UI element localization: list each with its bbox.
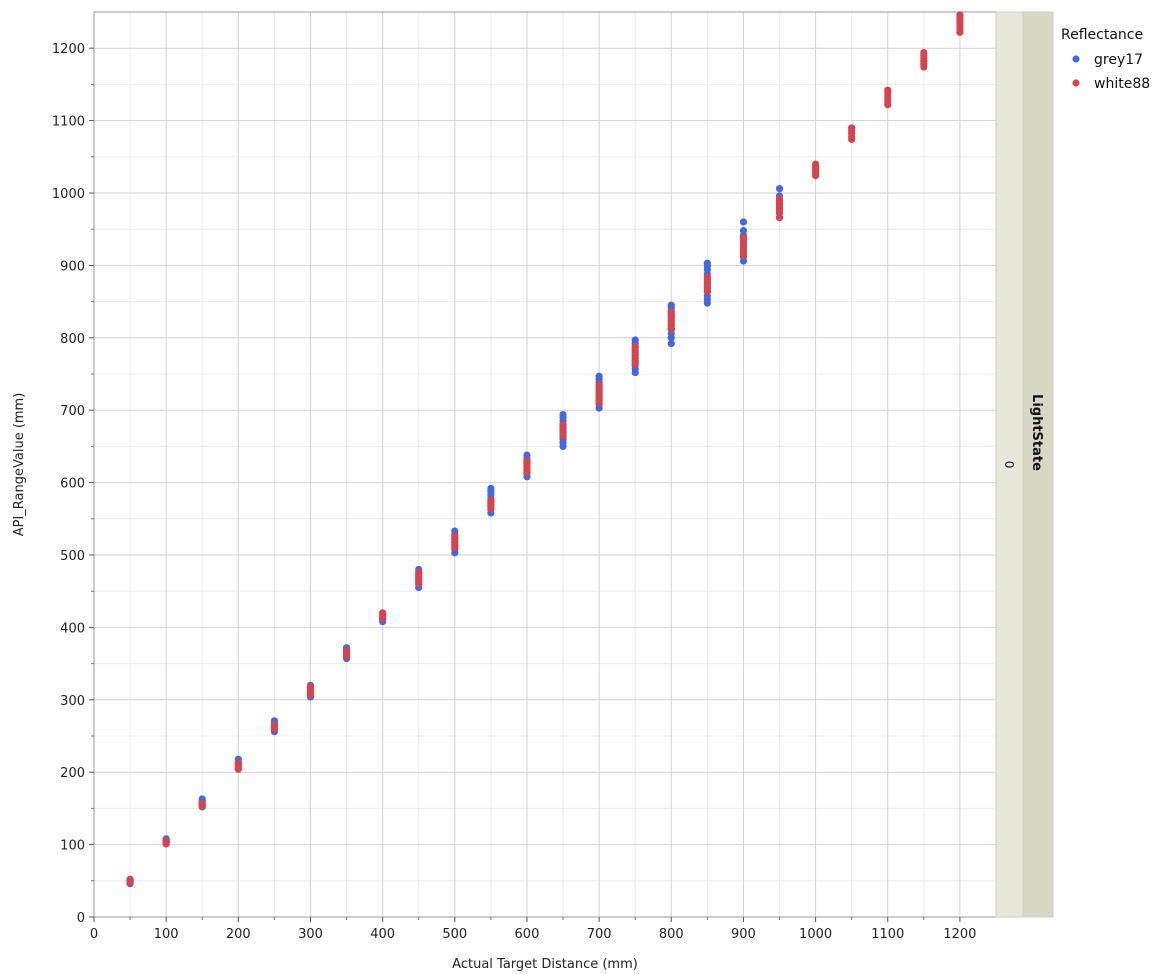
grey17-point bbox=[559, 410, 567, 419]
y-tick-label: 700 bbox=[60, 404, 85, 419]
grey17-point bbox=[739, 218, 748, 226]
white88-point bbox=[126, 875, 134, 883]
grey17-point bbox=[667, 339, 675, 348]
x-tick-label: 200 bbox=[226, 927, 251, 942]
y-tick-label: 300 bbox=[60, 694, 85, 709]
minor-gridlines bbox=[94, 12, 996, 917]
plot-frame bbox=[93, 11, 997, 918]
panel-label: LightState bbox=[1029, 394, 1044, 471]
white88-point bbox=[739, 234, 748, 242]
grey17-point bbox=[451, 527, 459, 535]
grey17-point bbox=[703, 259, 711, 267]
white88-point bbox=[920, 48, 928, 57]
x-tick-label: 100 bbox=[154, 927, 179, 942]
white88-point bbox=[270, 721, 278, 729]
white88-point bbox=[667, 308, 675, 316]
lightstate-panel: 0 LightState bbox=[995, 11, 1054, 918]
white88-point bbox=[415, 568, 423, 576]
y-tick-label: 800 bbox=[60, 332, 85, 347]
series-white88 bbox=[126, 11, 964, 886]
white88-point bbox=[848, 124, 856, 132]
y-tick-label: 200 bbox=[60, 766, 85, 781]
legend-marker-white88 bbox=[1072, 79, 1080, 87]
grey17-point bbox=[667, 301, 675, 309]
panel-value-strip bbox=[995, 11, 1024, 918]
x-axis-title: Actual Target Distance (mm) bbox=[452, 957, 638, 972]
x-axis-ticks: 0 100 200 300 400 500 600 700 800 900 1000 1100 1200 bbox=[90, 917, 976, 942]
x-tick-label: 400 bbox=[370, 927, 395, 942]
grey17-point bbox=[739, 227, 748, 235]
panel-label-strip bbox=[1022, 11, 1054, 918]
white88-point bbox=[162, 837, 170, 845]
y-tick-label: 1100 bbox=[52, 115, 85, 130]
white88-point bbox=[775, 195, 784, 203]
x-tick-label: 800 bbox=[659, 927, 684, 942]
grey17-point bbox=[631, 336, 639, 344]
y-tick-label: 1000 bbox=[52, 187, 85, 202]
y-tick-label: 500 bbox=[60, 549, 85, 564]
x-tick-label: 600 bbox=[515, 927, 540, 942]
y-tick-label: 100 bbox=[60, 839, 85, 854]
x-tick-label: 1100 bbox=[871, 927, 904, 942]
white88-point bbox=[884, 86, 892, 94]
legend-label-white88: white88 bbox=[1094, 76, 1150, 92]
white88-point bbox=[234, 759, 242, 767]
legend-marker-grey17 bbox=[1072, 55, 1080, 63]
major-gridlines bbox=[94, 12, 996, 917]
grey17-point bbox=[775, 185, 784, 193]
x-tick-label: 900 bbox=[731, 927, 756, 942]
x-tick-label: 1000 bbox=[799, 927, 832, 942]
white88-point bbox=[198, 799, 206, 807]
white88-point bbox=[595, 381, 603, 389]
panel-value: 0 bbox=[1002, 461, 1016, 469]
legend-title: Reflectance bbox=[1061, 27, 1143, 43]
y-tick-label: 0 bbox=[77, 911, 85, 926]
white88-point bbox=[379, 609, 387, 617]
white88-point bbox=[306, 683, 315, 691]
y-tick-label: 600 bbox=[60, 477, 85, 492]
white88-point bbox=[631, 342, 639, 351]
white88-point bbox=[956, 11, 964, 19]
legend-label-grey17: grey17 bbox=[1094, 52, 1143, 68]
white88-point bbox=[812, 160, 820, 168]
x-tick-label: 1200 bbox=[943, 927, 976, 942]
white88-point bbox=[342, 646, 351, 655]
white88-point bbox=[703, 273, 711, 281]
x-tick-label: 700 bbox=[587, 927, 612, 942]
white88-point bbox=[451, 532, 459, 540]
x-tick-label: 300 bbox=[298, 927, 323, 942]
y-axis-ticks: 0 100 200 300 400 500 600 700 800 900 1000 1100 1200 bbox=[52, 42, 94, 926]
legend: Reflectance grey17 white88 bbox=[1061, 27, 1150, 92]
grey17-point bbox=[595, 372, 603, 380]
grey17-point bbox=[487, 484, 495, 492]
white88-point bbox=[523, 457, 531, 465]
data-points bbox=[126, 11, 964, 888]
white88-point bbox=[487, 496, 495, 504]
y-tick-label: 900 bbox=[60, 259, 85, 274]
grey17-point bbox=[523, 451, 531, 459]
y-tick-label: 400 bbox=[60, 621, 85, 636]
legend-items: grey17 white88 bbox=[1072, 52, 1150, 92]
x-tick-label: 500 bbox=[442, 927, 467, 942]
white88-point bbox=[559, 421, 567, 429]
y-tick-label: 1200 bbox=[52, 42, 85, 57]
y-axis-title: API_RangeValue (mm) bbox=[12, 393, 27, 537]
x-tick-label: 0 bbox=[90, 927, 98, 942]
